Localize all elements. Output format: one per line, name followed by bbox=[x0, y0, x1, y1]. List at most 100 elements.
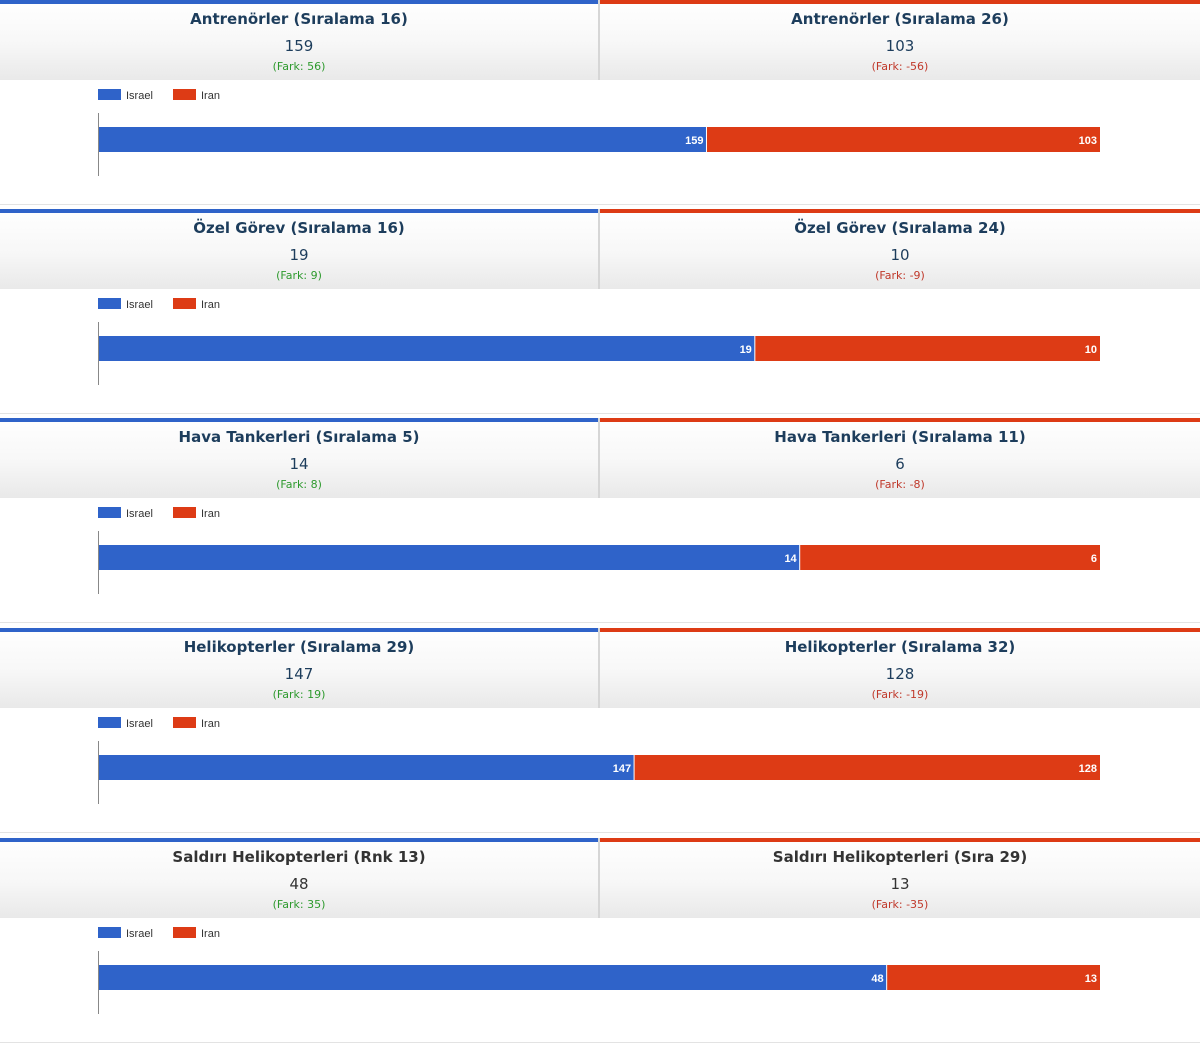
stat-title: Özel Görev (Sıralama 16) bbox=[193, 219, 405, 237]
legend-swatch-iran bbox=[173, 298, 196, 309]
stacked-bar-chart: Israel Iran 159 103 bbox=[0, 80, 1200, 204]
stacked-bar-chart: Israel Iran 14 6 bbox=[0, 498, 1200, 622]
iran-stat-panel: Saldırı Helikopterleri (Sıra 29) 13 (Fark:… bbox=[600, 838, 1200, 918]
bar-israel bbox=[99, 545, 800, 570]
bar-label-iran: 6 bbox=[1091, 553, 1097, 565]
bar-israel bbox=[99, 127, 707, 152]
stat-difference: (Fark: -56) bbox=[871, 60, 929, 73]
chart-legend: Israel Iran bbox=[98, 298, 220, 311]
legend-swatch-iran bbox=[173, 927, 196, 938]
bar-label-israel: 48 bbox=[871, 973, 883, 985]
legend-swatch-israel bbox=[98, 927, 121, 938]
panel-color-bar bbox=[600, 838, 1200, 842]
iran-stat-panel: Antrenörler (Sıralama 26) 103 (Fark: -56) bbox=[600, 0, 1200, 80]
stat-value: 48 bbox=[289, 875, 309, 893]
stat-title: Hava Tankerleri (Sıralama 11) bbox=[774, 428, 1026, 446]
stat-difference: (Fark: -35) bbox=[871, 898, 929, 911]
panel-color-bar bbox=[0, 209, 598, 213]
panel-color-bar bbox=[600, 418, 1200, 422]
legend-label-israel: Israel bbox=[126, 299, 153, 311]
stat-title: Antrenörler (Sıralama 26) bbox=[791, 10, 1009, 28]
legend-swatch-iran bbox=[173, 89, 196, 100]
legend-label-iran: Iran bbox=[201, 90, 220, 102]
israel-stat-panel: Helikopterler (Sıralama 29) 147 (Fark: 19) bbox=[0, 628, 600, 708]
comparison-header: Hava Tankerleri (Sıralama 5) 14 (Fark: 8) H… bbox=[0, 418, 1200, 498]
bar-label-israel: 14 bbox=[784, 553, 797, 565]
legend-label-iran: Iran bbox=[201, 928, 220, 940]
block-separator bbox=[0, 832, 1200, 833]
legend-swatch-israel bbox=[98, 717, 121, 728]
chart-svg: Israel Iran 19 10 bbox=[98, 298, 1100, 385]
stat-title: Saldırı Helikopterleri (Sıra 29) bbox=[772, 848, 1028, 866]
stat-difference: (Fark: 9) bbox=[276, 269, 322, 282]
stat-value: 6 bbox=[895, 455, 905, 473]
comparison-block: Özel Görev (Sıralama 16) 19 (Fark: 9) Özel … bbox=[0, 209, 1200, 419]
bar-iran bbox=[886, 965, 1100, 990]
israel-stat-panel: Antrenörler (Sıralama 16) 159 (Fark: 56) bbox=[0, 0, 600, 80]
stat-title: Antrenörler (Sıralama 16) bbox=[190, 10, 408, 28]
bar-israel bbox=[99, 755, 635, 780]
chart-svg: Israel Iran 159 103 bbox=[98, 89, 1100, 176]
bar-iran bbox=[634, 755, 1100, 780]
israel-stat-panel: Hava Tankerleri (Sıralama 5) 14 (Fark: 8) bbox=[0, 418, 600, 498]
stacked-bar-chart: Israel Iran 147 128 bbox=[0, 708, 1200, 832]
bar-label-israel: 159 bbox=[685, 135, 703, 147]
iran-stat-panel: Helikopterler (Sıralama 32) 128 (Fark: -19… bbox=[600, 628, 1200, 708]
legend-label-israel: Israel bbox=[126, 90, 153, 102]
stat-title: Hava Tankerleri (Sıralama 5) bbox=[178, 428, 420, 446]
legend-swatch-israel bbox=[98, 298, 121, 309]
iran-stat-panel: Hava Tankerleri (Sıralama 11) 6 (Fark: -8) bbox=[600, 418, 1200, 498]
legend-swatch-israel bbox=[98, 507, 121, 518]
stat-value: 159 bbox=[284, 37, 314, 55]
stat-title: Saldırı Helikopterleri (Rnk 13) bbox=[172, 848, 426, 866]
bar-israel bbox=[99, 336, 755, 361]
legend-label-israel: Israel bbox=[126, 928, 153, 940]
panel-color-bar bbox=[600, 628, 1200, 632]
chart-svg: Israel Iran 48 13 bbox=[98, 927, 1100, 1014]
block-separator bbox=[0, 204, 1200, 205]
stat-title: Helikopterler (Sıralama 29) bbox=[183, 638, 415, 656]
stat-value: 13 bbox=[890, 875, 910, 893]
chart-legend: Israel Iran bbox=[98, 717, 220, 730]
comparison-block: Saldırı Helikopterleri (Rnk 13) 48 (Fark: … bbox=[0, 838, 1200, 1048]
comparison-header: Helikopterler (Sıralama 29) 147 (Fark: 19)… bbox=[0, 628, 1200, 708]
stat-value: 14 bbox=[289, 455, 309, 473]
legend-label-iran: Iran bbox=[201, 299, 220, 311]
legend-swatch-israel bbox=[98, 89, 121, 100]
stat-value: 128 bbox=[885, 665, 915, 683]
chart-svg: Israel Iran 14 6 bbox=[98, 507, 1100, 594]
legend-label-iran: Iran bbox=[201, 508, 220, 520]
bar-iran bbox=[706, 127, 1100, 152]
block-separator bbox=[0, 622, 1200, 623]
block-separator bbox=[0, 1042, 1200, 1043]
panel-color-bar bbox=[600, 0, 1200, 4]
chart-svg: Israel Iran 147 128 bbox=[98, 717, 1100, 804]
stat-difference: (Fark: 56) bbox=[272, 60, 326, 73]
block-separator bbox=[0, 413, 1200, 414]
bar-label-israel: 147 bbox=[613, 763, 631, 775]
chart-legend: Israel Iran bbox=[98, 927, 220, 940]
legend-label-israel: Israel bbox=[126, 508, 153, 520]
panel-color-bar bbox=[0, 838, 598, 842]
stat-title: Helikopterler (Sıralama 32) bbox=[784, 638, 1016, 656]
comparison-header: Özel Görev (Sıralama 16) 19 (Fark: 9) Özel … bbox=[0, 209, 1200, 289]
stacked-bar-chart: Israel Iran 48 13 bbox=[0, 918, 1200, 1042]
bar-label-iran: 128 bbox=[1079, 763, 1097, 775]
legend-label-israel: Israel bbox=[126, 718, 153, 730]
stat-value: 19 bbox=[289, 246, 309, 264]
chart-legend: Israel Iran bbox=[98, 507, 220, 520]
comparison-header: Saldırı Helikopterleri (Rnk 13) 48 (Fark: … bbox=[0, 838, 1200, 918]
bar-label-iran: 10 bbox=[1085, 344, 1097, 356]
bar-label-iran: 13 bbox=[1085, 973, 1097, 985]
legend-swatch-iran bbox=[173, 717, 196, 728]
bar-israel bbox=[99, 965, 887, 990]
stat-value: 10 bbox=[890, 246, 910, 264]
stat-difference: (Fark: 8) bbox=[276, 478, 322, 491]
stat-value: 103 bbox=[885, 37, 915, 55]
bar-label-iran: 103 bbox=[1079, 135, 1097, 147]
comparison-header: Antrenörler (Sıralama 16) 159 (Fark: 56) An… bbox=[0, 0, 1200, 80]
panel-color-bar bbox=[600, 209, 1200, 213]
stat-difference: (Fark: -9) bbox=[875, 269, 925, 282]
iran-stat-panel: Özel Görev (Sıralama 24) 10 (Fark: -9) bbox=[600, 209, 1200, 289]
comparison-block: Helikopterler (Sıralama 29) 147 (Fark: 19)… bbox=[0, 628, 1200, 838]
